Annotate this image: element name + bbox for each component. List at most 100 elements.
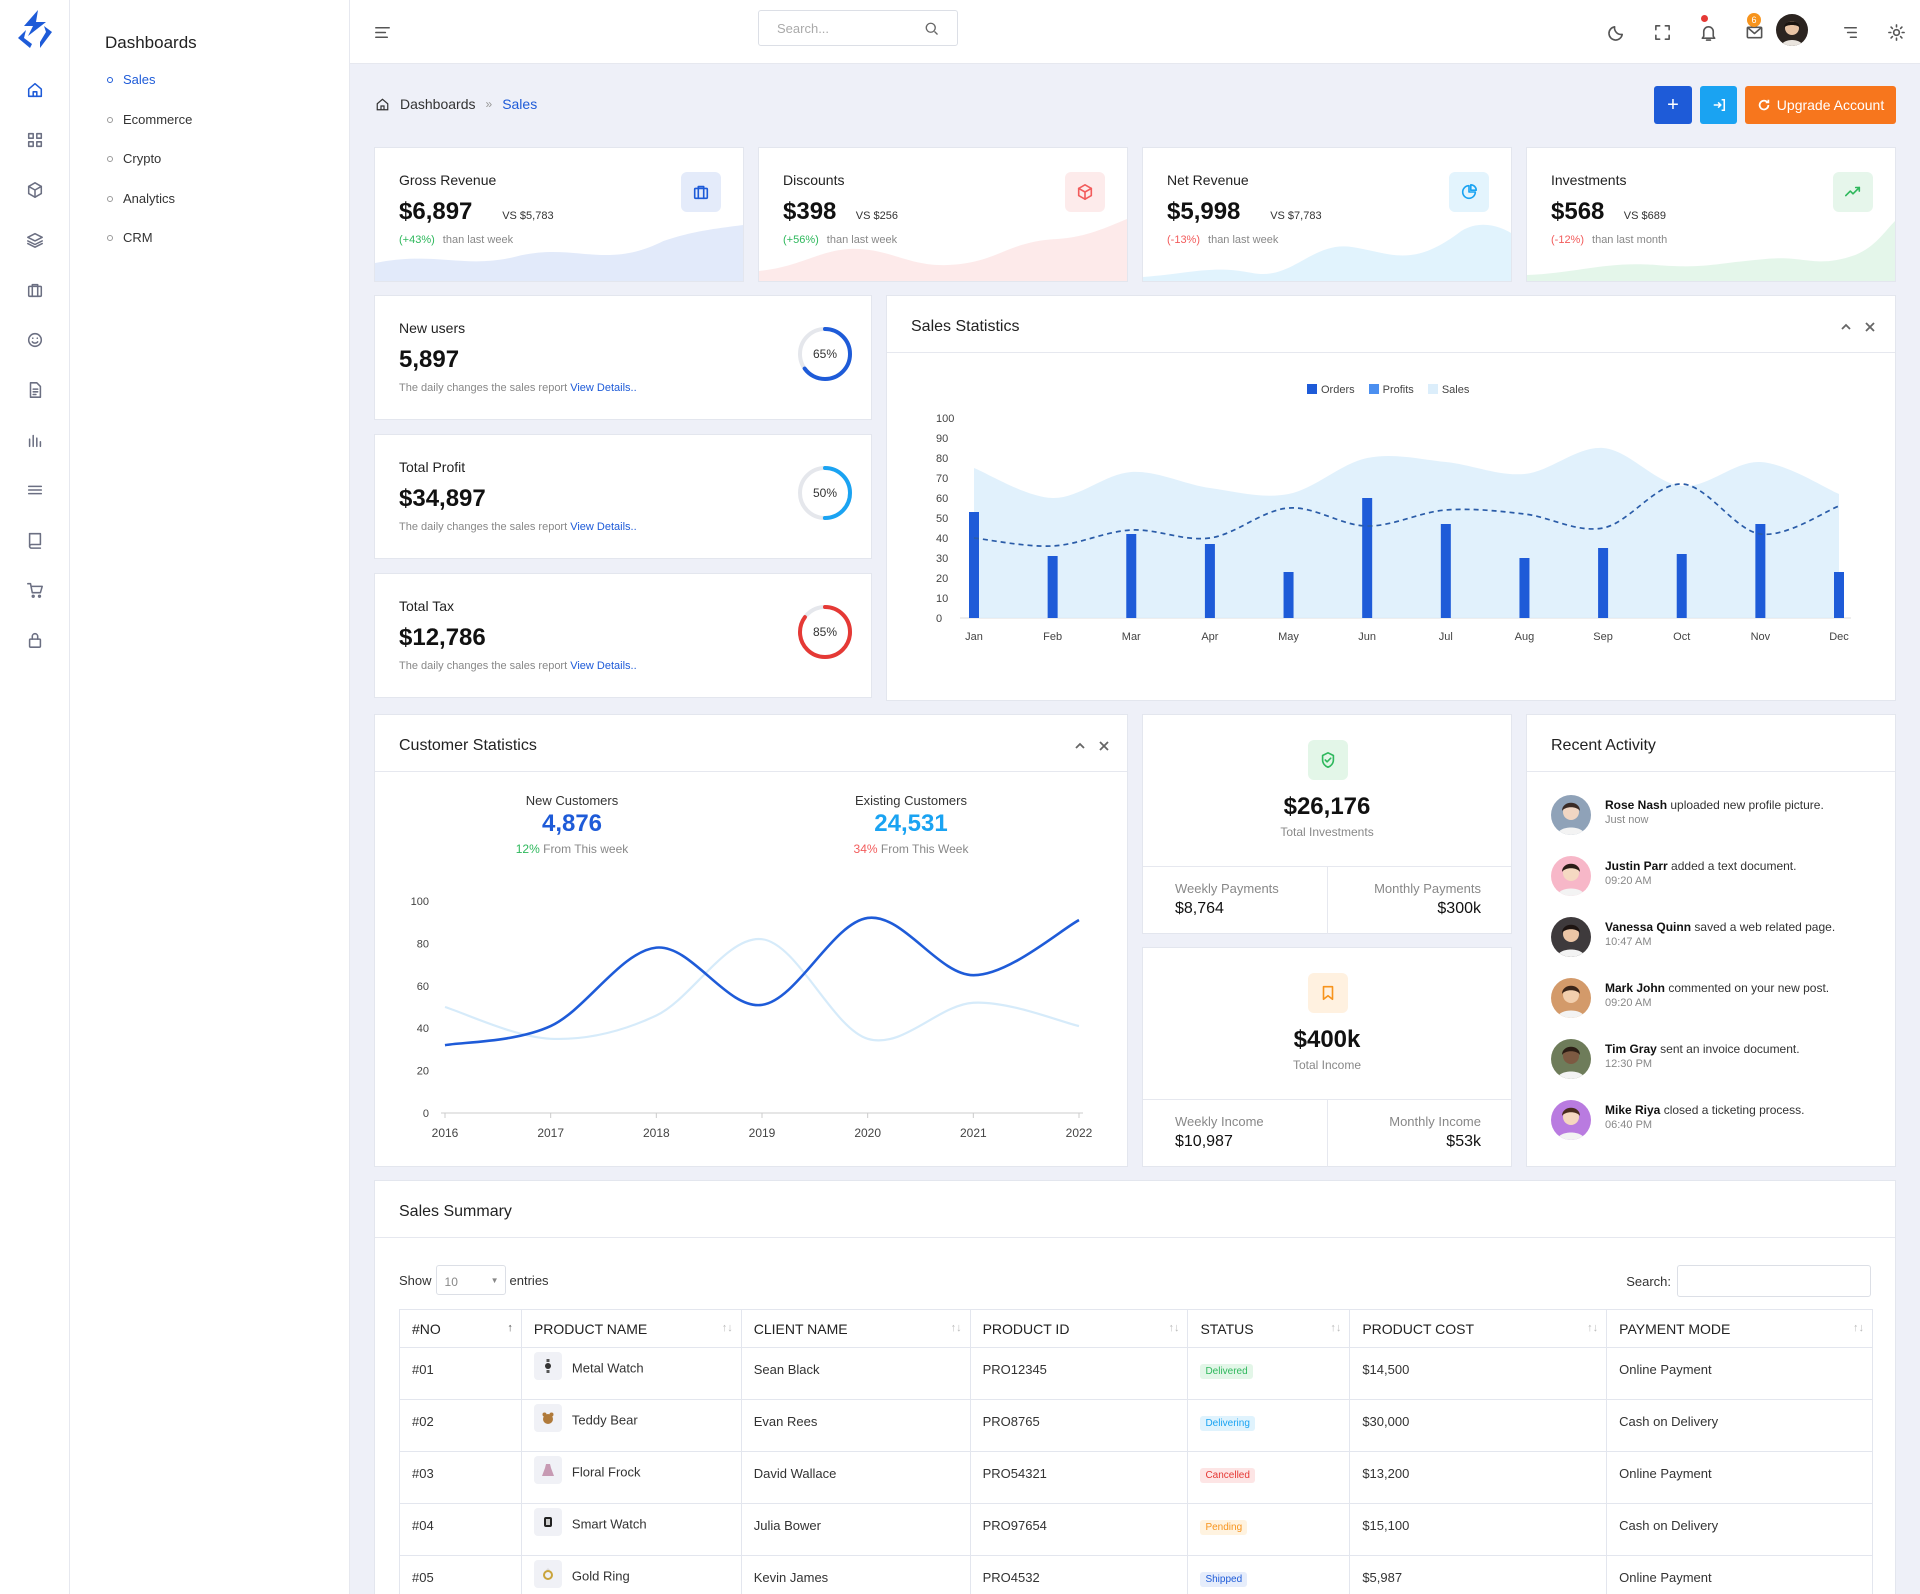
smile-icon[interactable] (23, 328, 47, 352)
column-header[interactable]: CLIENT NAME ↑↓ (740, 1309, 971, 1348)
list-icon[interactable] (23, 478, 47, 502)
column-header[interactable]: STATUS ↑↓ (1187, 1309, 1351, 1348)
icon-sidebar (0, 0, 70, 1594)
activity-item[interactable]: Tim Gray sent an invoice document. 12:30… (1551, 1039, 1871, 1079)
weekly-payments: Weekly Payments $8,764 (1175, 881, 1279, 918)
sort-icon: ↑ (507, 1322, 513, 1334)
summary-desc-text: The daily changes the sales report (399, 521, 568, 533)
table-row[interactable]: #05 Gold Ring Kevin James PRO4532 Shippe… (399, 1555, 1873, 1594)
x-tick-label: Apr (1201, 631, 1218, 643)
close-icon[interactable] (1097, 739, 1111, 753)
add-button[interactable]: + (1654, 86, 1692, 124)
upgrade-account-button[interactable]: Upgrade Account (1745, 86, 1896, 124)
column-header[interactable]: PRODUCT ID ↑↓ (969, 1309, 1189, 1348)
activity-text: added a text document. (1671, 859, 1797, 873)
x-tick-label: Oct (1673, 631, 1690, 643)
orders-bar (1676, 554, 1687, 618)
sort-icon: ↑↓ (1330, 1322, 1342, 1334)
legend-item[interactable]: Sales (1427, 384, 1469, 396)
orders-bar (1283, 572, 1294, 618)
column-label: CLIENT NAME (753, 1320, 848, 1337)
collapse-icon[interactable] (1073, 739, 1087, 753)
monthly-payments-label: Monthly Payments (1374, 881, 1481, 896)
login-button[interactable] (1700, 86, 1737, 124)
sort-icon: ↑↓ (1587, 1322, 1599, 1334)
x-tick-label: Jul (1439, 631, 1453, 643)
bell-icon[interactable] (1696, 20, 1720, 44)
weekly-income-value: $10,987 (1175, 1133, 1233, 1150)
y-tick-label: 40 (417, 1023, 429, 1035)
progress-percent: 50% (812, 486, 838, 500)
activity-user[interactable]: Justin Parr (1605, 859, 1668, 873)
activity-user[interactable]: Mike Riya (1605, 1103, 1661, 1117)
layers-icon[interactable] (23, 228, 47, 252)
user-avatar[interactable] (1776, 14, 1808, 46)
view-details-link[interactable]: View Details.. (570, 382, 637, 394)
list-icon[interactable] (1838, 20, 1862, 44)
entries-select[interactable]: 10 ▼ (435, 1265, 506, 1295)
lock-icon[interactable] (23, 628, 47, 652)
bar-chart-icon[interactable] (23, 428, 47, 452)
table-row[interactable]: #03 Floral Frock David Wallace PRO54321 … (399, 1451, 1873, 1504)
activity-item[interactable]: Vanessa Quinn saved a web related page. … (1551, 917, 1871, 957)
activity-item[interactable]: Rose Nash uploaded new profile picture. … (1551, 795, 1871, 835)
activity-user[interactable]: Vanessa Quinn (1605, 920, 1692, 934)
home-icon[interactable] (375, 97, 390, 112)
cell-product-id: PRO97654 (969, 1503, 1189, 1556)
home-icon[interactable] (23, 78, 47, 102)
gear-icon[interactable] (1884, 20, 1908, 44)
activity-user[interactable]: Rose Nash (1605, 798, 1668, 812)
new-customers-pct: 12% (515, 842, 540, 856)
cart-icon[interactable] (23, 578, 47, 602)
fullscreen-icon[interactable] (1650, 20, 1674, 44)
table-row[interactable]: #04 Smart Watch Julia Bower PRO97654 Pen… (399, 1503, 1873, 1556)
activity-time: Just now (1605, 814, 1649, 826)
grid-icon[interactable] (23, 128, 47, 152)
subnav-item-crm[interactable]: CRM (107, 230, 153, 245)
subnav-item-crypto[interactable]: Crypto (107, 151, 161, 166)
activity-user[interactable]: Mark John (1605, 981, 1666, 995)
book-icon[interactable] (23, 528, 47, 552)
search-input[interactable]: Search... (758, 10, 958, 46)
moon-icon[interactable] (1604, 20, 1628, 44)
activity-time: 12:30 PM (1605, 1058, 1653, 1070)
summary-label: New users (399, 320, 466, 336)
stat-value: $5,998 (1167, 198, 1241, 225)
column-header[interactable]: #NO ↑ (399, 1309, 522, 1348)
column-header[interactable]: PAYMENT MODE ↑↓ (1606, 1309, 1873, 1348)
subnav-label: Crypto (123, 151, 162, 166)
logo-icon[interactable] (16, 8, 54, 50)
legend-item[interactable]: Orders (1307, 384, 1355, 396)
menu-icon[interactable] (370, 20, 394, 44)
briefcase-icon[interactable] (23, 278, 47, 302)
legend-item[interactable]: Profits (1368, 384, 1414, 396)
activity-item[interactable]: Justin Parr added a text document. 09:20… (1551, 856, 1871, 896)
collapse-icon[interactable] (1839, 320, 1853, 334)
file-icon[interactable] (23, 378, 47, 402)
table-row[interactable]: #01 Metal Watch Sean Black PRO12345 Deli… (399, 1347, 1873, 1400)
box-icon[interactable] (23, 178, 47, 202)
cell-product: Teddy Bear (520, 1399, 742, 1452)
column-header[interactable]: PRODUCT NAME ↑↓ (520, 1309, 742, 1348)
monthly-income: Monthly Income $53k (1389, 1114, 1481, 1151)
table-row[interactable]: #02 Teddy Bear Evan Rees PRO8765 Deliver… (399, 1399, 1873, 1452)
sort-icon: ↑↓ (1168, 1322, 1180, 1334)
subnav-item-analytics[interactable]: Analytics (107, 191, 175, 206)
card-title: Recent Activity (1551, 737, 1656, 754)
activity-user[interactable]: Tim Gray (1605, 1042, 1657, 1056)
table-search-input[interactable] (1677, 1265, 1871, 1297)
activity-item[interactable]: Mark John commented on your new post. 09… (1551, 978, 1871, 1018)
weekly-income: Weekly Income $10,987 (1175, 1114, 1264, 1151)
progress-ring: 85% (797, 604, 853, 660)
activity-item[interactable]: Mike Riya closed a ticketing process. 06… (1551, 1100, 1871, 1140)
cell-status: Cancelled (1187, 1451, 1351, 1504)
close-icon[interactable] (1863, 320, 1877, 334)
subnav-item-sales[interactable]: Sales (107, 72, 156, 87)
column-header[interactable]: PRODUCT COST ↑↓ (1349, 1309, 1608, 1348)
search-icon (925, 22, 938, 35)
breadcrumb-root[interactable]: Dashboards (400, 96, 476, 112)
subnav-item-ecommerce[interactable]: Ecommerce (107, 112, 192, 127)
view-details-link[interactable]: View Details.. (570, 660, 637, 672)
orders-bar (1519, 558, 1530, 618)
view-details-link[interactable]: View Details.. (570, 521, 637, 533)
